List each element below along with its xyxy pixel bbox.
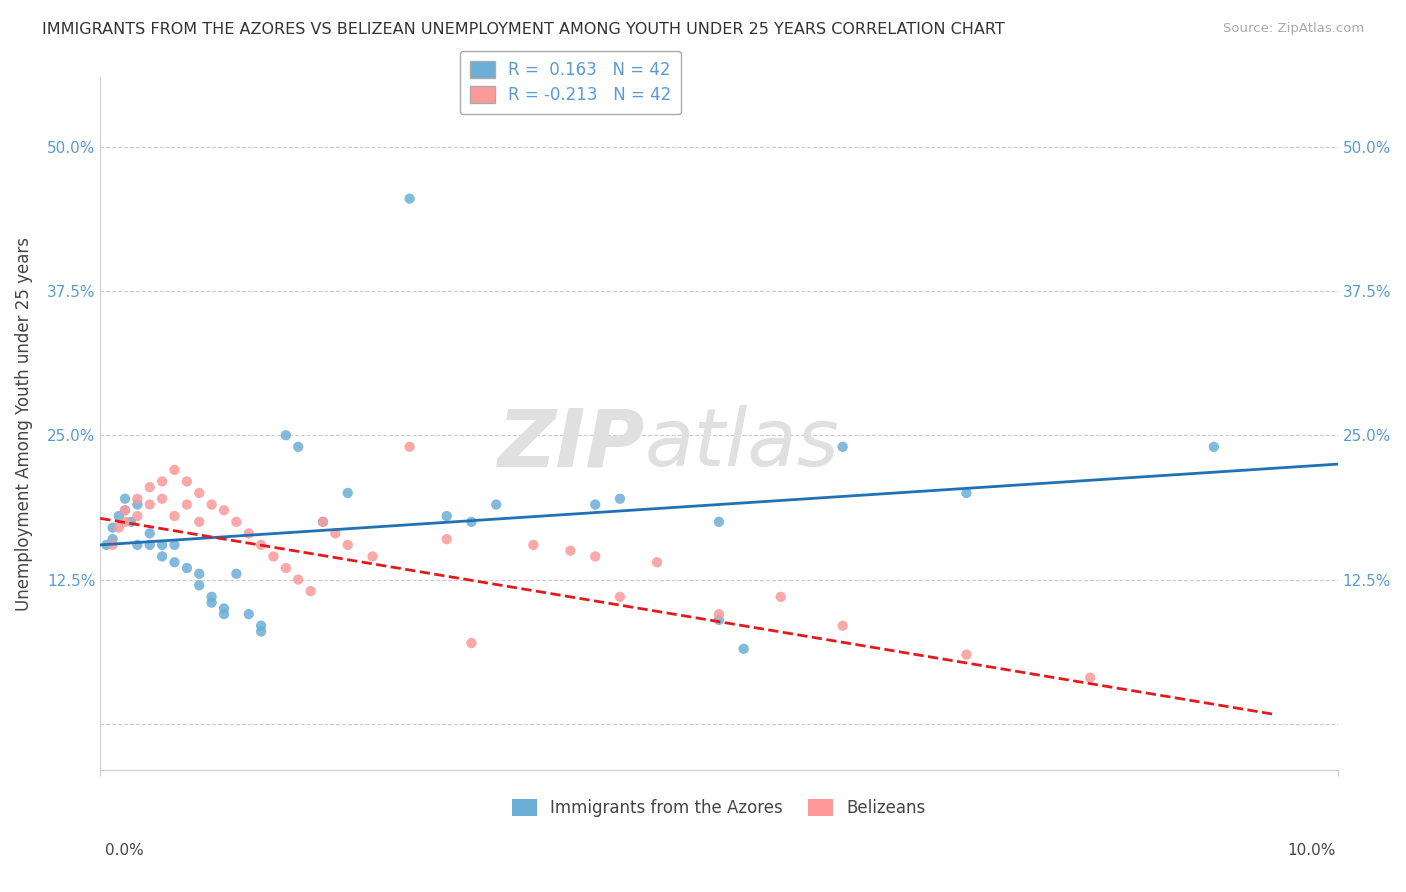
- Point: [188, 515, 211, 529]
- Point: [299, 584, 322, 599]
- Point: [188, 578, 211, 592]
- Y-axis label: Unemployment Among Youth under 25 years: Unemployment Among Youth under 25 years: [15, 236, 32, 611]
- Point: [955, 648, 977, 662]
- Point: [263, 549, 285, 564]
- Point: [114, 491, 136, 506]
- Point: [287, 440, 309, 454]
- Point: [176, 475, 198, 489]
- Point: [336, 538, 359, 552]
- Point: [176, 561, 198, 575]
- Point: [150, 491, 173, 506]
- Point: [707, 607, 730, 622]
- Point: [274, 561, 297, 575]
- Point: [769, 590, 792, 604]
- Point: [212, 503, 235, 517]
- Point: [139, 526, 162, 541]
- Point: [188, 566, 211, 581]
- Point: [250, 618, 273, 632]
- Point: [150, 538, 173, 552]
- Point: [609, 590, 631, 604]
- Text: atlas: atlas: [645, 406, 839, 483]
- Point: [114, 515, 136, 529]
- Point: [127, 498, 149, 512]
- Point: [163, 463, 186, 477]
- Point: [238, 526, 260, 541]
- Point: [163, 555, 186, 569]
- Point: [831, 440, 853, 454]
- Point: [101, 538, 124, 552]
- Point: [398, 192, 420, 206]
- Point: [609, 491, 631, 506]
- Text: Source: ZipAtlas.com: Source: ZipAtlas.com: [1223, 22, 1364, 36]
- Point: [238, 607, 260, 622]
- Point: [1078, 671, 1101, 685]
- Point: [645, 555, 668, 569]
- Point: [733, 641, 755, 656]
- Point: [583, 549, 606, 564]
- Point: [707, 515, 730, 529]
- Point: [460, 515, 482, 529]
- Point: [163, 509, 186, 524]
- Point: [120, 515, 142, 529]
- Text: 0.0%: 0.0%: [105, 843, 145, 858]
- Point: [139, 538, 162, 552]
- Point: [250, 624, 273, 639]
- Point: [361, 549, 384, 564]
- Point: [212, 607, 235, 622]
- Point: [108, 520, 131, 534]
- Point: [114, 503, 136, 517]
- Point: [1202, 440, 1225, 454]
- Point: [274, 428, 297, 442]
- Point: [460, 636, 482, 650]
- Point: [139, 498, 162, 512]
- Text: IMMIGRANTS FROM THE AZORES VS BELIZEAN UNEMPLOYMENT AMONG YOUTH UNDER 25 YEARS C: IMMIGRANTS FROM THE AZORES VS BELIZEAN U…: [42, 22, 1005, 37]
- Point: [127, 491, 149, 506]
- Point: [163, 538, 186, 552]
- Point: [831, 618, 853, 632]
- Point: [127, 538, 149, 552]
- Point: [139, 480, 162, 494]
- Point: [250, 538, 273, 552]
- Point: [201, 498, 224, 512]
- Point: [225, 515, 247, 529]
- Point: [336, 486, 359, 500]
- Point: [201, 596, 224, 610]
- Point: [522, 538, 544, 552]
- Point: [325, 526, 347, 541]
- Point: [114, 503, 136, 517]
- Point: [225, 566, 247, 581]
- Point: [150, 475, 173, 489]
- Point: [150, 549, 173, 564]
- Point: [212, 601, 235, 615]
- Point: [176, 498, 198, 512]
- Text: ZIP: ZIP: [498, 406, 645, 483]
- Point: [955, 486, 977, 500]
- Point: [485, 498, 508, 512]
- Point: [101, 532, 124, 546]
- Text: 10.0%: 10.0%: [1288, 843, 1336, 858]
- Point: [287, 573, 309, 587]
- Point: [201, 590, 224, 604]
- Point: [312, 515, 335, 529]
- Point: [96, 538, 118, 552]
- Point: [436, 532, 458, 546]
- Point: [560, 543, 582, 558]
- Point: [108, 509, 131, 524]
- Point: [101, 520, 124, 534]
- Point: [436, 509, 458, 524]
- Point: [398, 440, 420, 454]
- Point: [312, 515, 335, 529]
- Point: [707, 613, 730, 627]
- Point: [127, 509, 149, 524]
- Point: [188, 486, 211, 500]
- Point: [583, 498, 606, 512]
- Legend: Immigrants from the Azores, Belizeans: Immigrants from the Azores, Belizeans: [505, 792, 932, 824]
